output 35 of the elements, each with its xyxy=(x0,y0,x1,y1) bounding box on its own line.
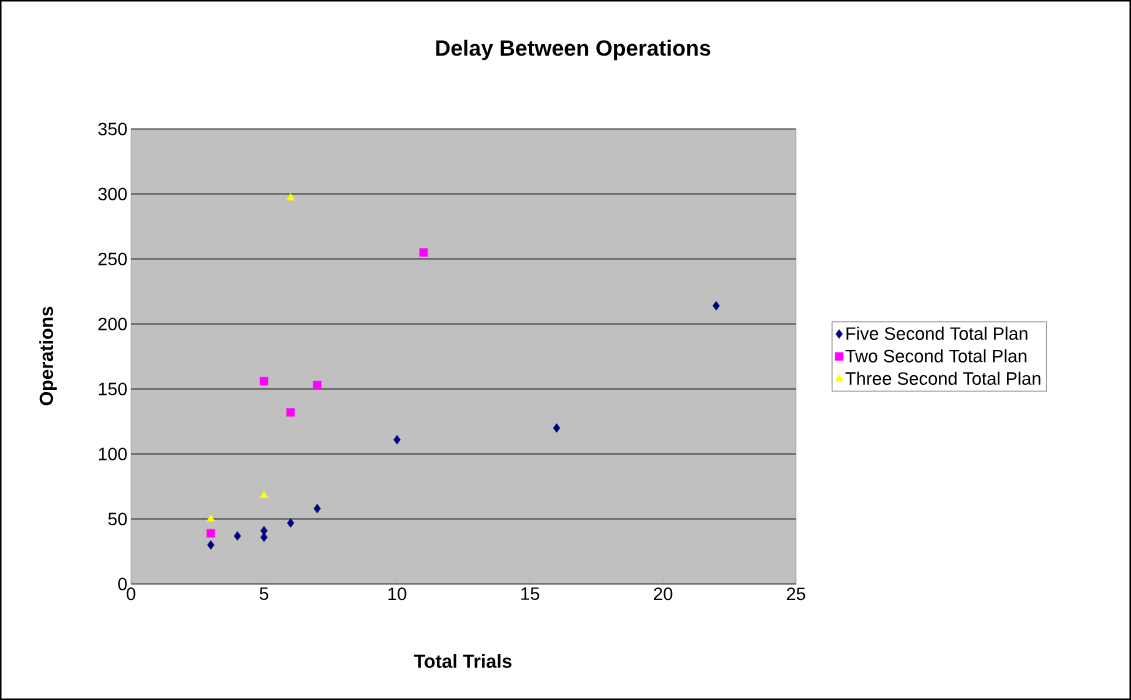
point xyxy=(206,529,216,538)
y-tick-label: 350 xyxy=(98,122,127,136)
y-tick-label: 50 xyxy=(108,512,127,526)
y-tick-label: 150 xyxy=(98,382,127,396)
point xyxy=(313,503,321,514)
y-tick-label: 100 xyxy=(98,447,127,461)
point xyxy=(286,193,295,201)
x-axis-title: Total Trials xyxy=(413,654,512,668)
x-tick-label: 25 xyxy=(786,587,806,601)
point xyxy=(393,434,401,445)
point xyxy=(553,423,561,433)
x-tick-label: 0 xyxy=(126,587,136,601)
point xyxy=(259,490,269,499)
point xyxy=(287,518,295,528)
legend-label: Two Second Total Plan xyxy=(845,349,1027,363)
y-tick-label: 0 xyxy=(118,577,127,591)
y-tick-label: 250 xyxy=(98,252,127,266)
y-tick-label: 200 xyxy=(98,317,127,331)
chart-title: Delay Between Operations xyxy=(436,39,711,61)
point xyxy=(206,514,215,522)
y-axis-title: Operations xyxy=(39,306,57,406)
point xyxy=(712,301,720,311)
point xyxy=(207,540,215,550)
x-tick-label: 20 xyxy=(653,587,673,601)
x-tick-label: 10 xyxy=(388,587,407,601)
point xyxy=(419,248,428,257)
x-tick-label: 5 xyxy=(259,587,269,601)
y-tick-label: 300 xyxy=(98,187,127,201)
legend-label: Three Second Total Plan xyxy=(845,371,1041,385)
x-tick-label: 15 xyxy=(521,587,540,601)
point xyxy=(233,531,241,541)
legend-label: Five Second Total Plan xyxy=(846,326,1028,340)
point xyxy=(313,380,322,390)
point xyxy=(286,408,295,417)
point xyxy=(259,376,269,386)
